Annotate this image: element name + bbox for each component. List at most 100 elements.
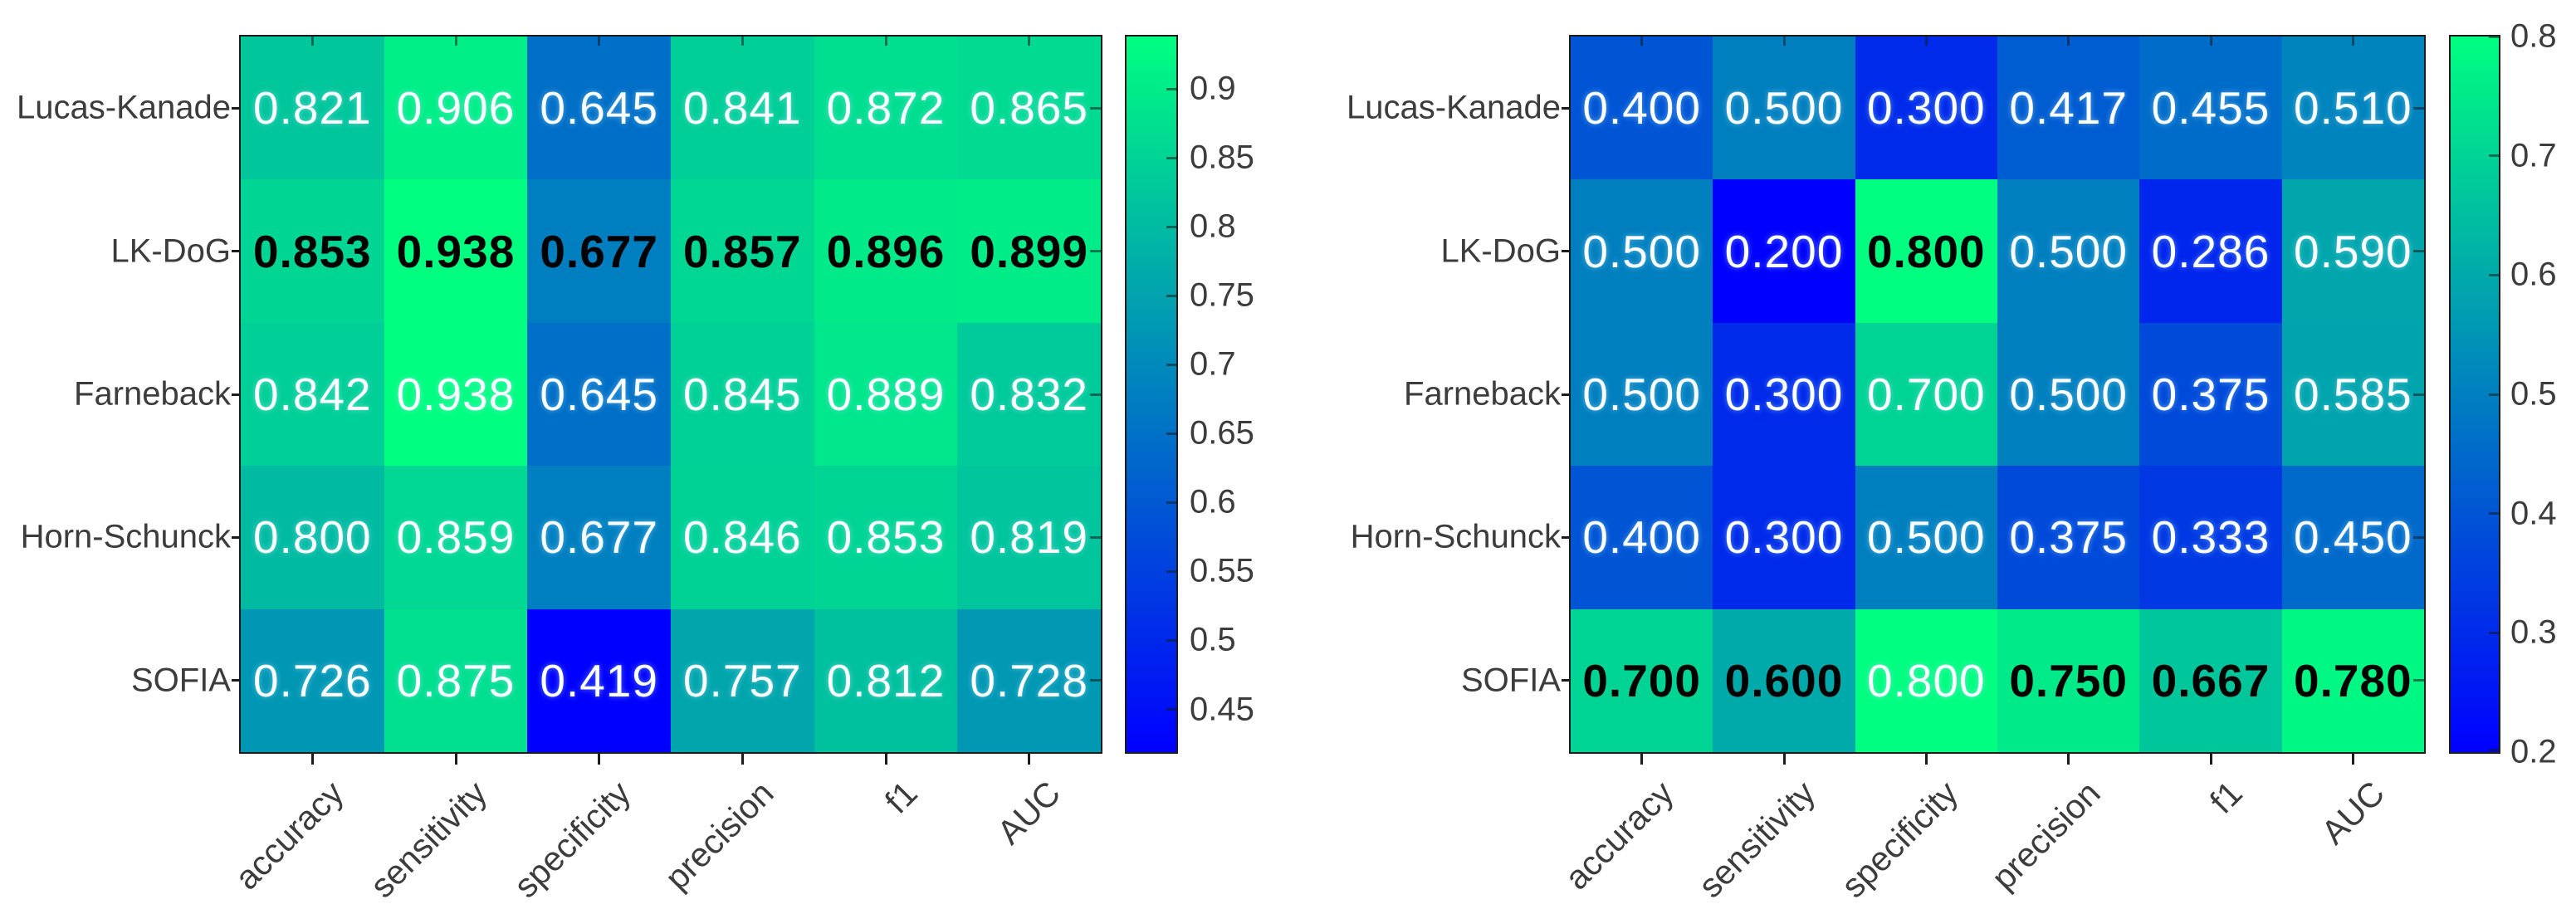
cell-value: 0.812 — [826, 654, 946, 706]
cell-value: 0.677 — [540, 511, 658, 564]
heatmap-cell: 0.375 — [2139, 322, 2282, 467]
cell-value: 0.667 — [2151, 654, 2270, 706]
row-label: SOFIA — [1460, 662, 1561, 699]
x-axis-tick — [454, 754, 457, 765]
cell-value: 0.889 — [826, 368, 946, 420]
x-axis-tick — [741, 754, 744, 765]
cell-value: 0.500 — [1582, 225, 1701, 277]
colorbar-tick-label: 0.6 — [1190, 483, 1236, 520]
cell-value: 0.938 — [396, 368, 516, 420]
cell-value: 0.938 — [396, 225, 516, 277]
cell-value: 0.819 — [970, 511, 1088, 564]
colorbar-tick-label: 0.6 — [2510, 256, 2557, 293]
cell-value: 0.872 — [826, 82, 946, 134]
cell-value: 0.645 — [540, 82, 658, 134]
cell-value: 0.875 — [396, 654, 516, 706]
heatmap-cell: 0.500 — [1571, 179, 1713, 323]
heatmap-cell: 0.938 — [384, 179, 528, 323]
heatmap-cell: 0.800 — [241, 466, 384, 609]
cell-value: 0.400 — [1582, 82, 1701, 134]
column-label: specificity — [1833, 774, 1965, 906]
heatmap-cell: 0.906 — [384, 37, 528, 180]
cell-value: 0.726 — [253, 654, 372, 706]
heatmap-cell: 0.812 — [814, 608, 958, 752]
heatmap-cell: 0.677 — [527, 466, 671, 609]
column-label: AUC — [990, 774, 1068, 852]
y-axis-tick — [232, 250, 239, 253]
colorbar-tick-label: 0.8 — [2510, 17, 2557, 55]
cell-value: 0.865 — [970, 82, 1088, 134]
y-axis-tick — [232, 679, 239, 682]
heatmap-cell: 0.510 — [2281, 37, 2424, 180]
y-axis-tick — [232, 535, 239, 539]
column-label: sensitivity — [363, 774, 495, 906]
cell-value: 0.750 — [2009, 654, 2128, 706]
heatmap-cell: 0.857 — [671, 179, 814, 323]
heatmap-cell: 0.645 — [527, 37, 671, 180]
column-label: precision — [657, 774, 781, 897]
cell-value: 0.700 — [1867, 368, 1986, 420]
x-axis-tick — [2067, 37, 2070, 46]
row-label: Lucas-Kanade — [1347, 89, 1561, 126]
heatmap-cell: 0.842 — [241, 322, 384, 467]
row-label: LK-DoG — [110, 232, 232, 270]
x-axis-tick — [2351, 37, 2354, 46]
heatmap-cell: 0.286 — [2139, 179, 2282, 323]
heatmap-cell: 0.875 — [384, 608, 528, 752]
heatmap-cell: 0.853 — [814, 466, 958, 609]
heatmap-cell: 0.300 — [1855, 37, 1997, 180]
heatmap-cell: 0.846 — [671, 466, 814, 609]
column-label: specificity — [506, 774, 638, 906]
cell-value: 0.455 — [2151, 82, 2270, 134]
cell-value: 0.400 — [1582, 511, 1701, 564]
colorbar-tick — [1166, 363, 1176, 366]
cell-value: 0.853 — [253, 225, 372, 277]
row-label: Lucas-Kanade — [17, 89, 231, 126]
heatmap-cell: 0.896 — [814, 179, 958, 323]
colorbar-tick — [2489, 154, 2499, 158]
cell-value: 0.821 — [253, 82, 372, 134]
colorbar — [1125, 35, 1178, 754]
cell-value: 0.200 — [1724, 225, 1844, 277]
heatmap-cell: 0.600 — [1713, 608, 1855, 752]
heatmap-cell: 0.832 — [957, 322, 1101, 467]
heatmap-cell: 0.677 — [527, 179, 671, 323]
cell-value: 0.510 — [2294, 82, 2412, 134]
column-label: accuracy — [227, 774, 351, 897]
colorbar-tick — [1166, 501, 1176, 504]
y-axis-tick — [1562, 535, 1569, 539]
heatmap-grid: 0.821 0.906 0.645 0.841 0.872 0.865 0.853 0.938… — [239, 35, 1102, 754]
cell-value: 0.645 — [540, 368, 658, 420]
heatmap-cell: 0.300 — [1713, 466, 1855, 609]
cell-value: 0.333 — [2151, 511, 2270, 564]
y-axis-tick — [1562, 106, 1569, 110]
colorbar-tick — [2489, 748, 2499, 751]
x-axis-tick — [1028, 37, 1031, 46]
column-label: sensitivity — [1691, 774, 1823, 906]
row-label: Horn-Schunck — [1350, 518, 1561, 555]
cell-value: 0.500 — [1867, 511, 1986, 564]
colorbar-tick — [1166, 156, 1176, 159]
colorbar-tick — [1166, 708, 1176, 711]
heatmap-cell: 0.400 — [1571, 466, 1713, 609]
colorbar-tick — [1166, 225, 1176, 228]
cell-value: 0.906 — [396, 82, 516, 134]
cell-value: 0.800 — [253, 511, 372, 564]
cell-value: 0.800 — [1867, 225, 1986, 277]
cell-value: 0.800 — [1867, 654, 1986, 706]
y-axis-tick — [2413, 106, 2424, 110]
y-axis-tick — [1562, 679, 1569, 682]
heatmap-cell: 0.500 — [1855, 466, 1997, 609]
colorbar-tick-label: 0.75 — [1190, 276, 1254, 314]
cell-value: 0.842 — [253, 368, 372, 420]
cell-value: 0.832 — [970, 368, 1088, 420]
y-axis-tick — [2413, 393, 2424, 396]
x-axis-tick — [310, 754, 314, 765]
row-label: Farneback — [74, 375, 231, 413]
colorbar-tick — [1166, 87, 1176, 90]
x-axis-tick — [1640, 37, 1644, 46]
x-axis-tick — [1924, 754, 1928, 765]
x-axis-tick — [1782, 754, 1786, 765]
cell-value: 0.375 — [2151, 368, 2270, 420]
